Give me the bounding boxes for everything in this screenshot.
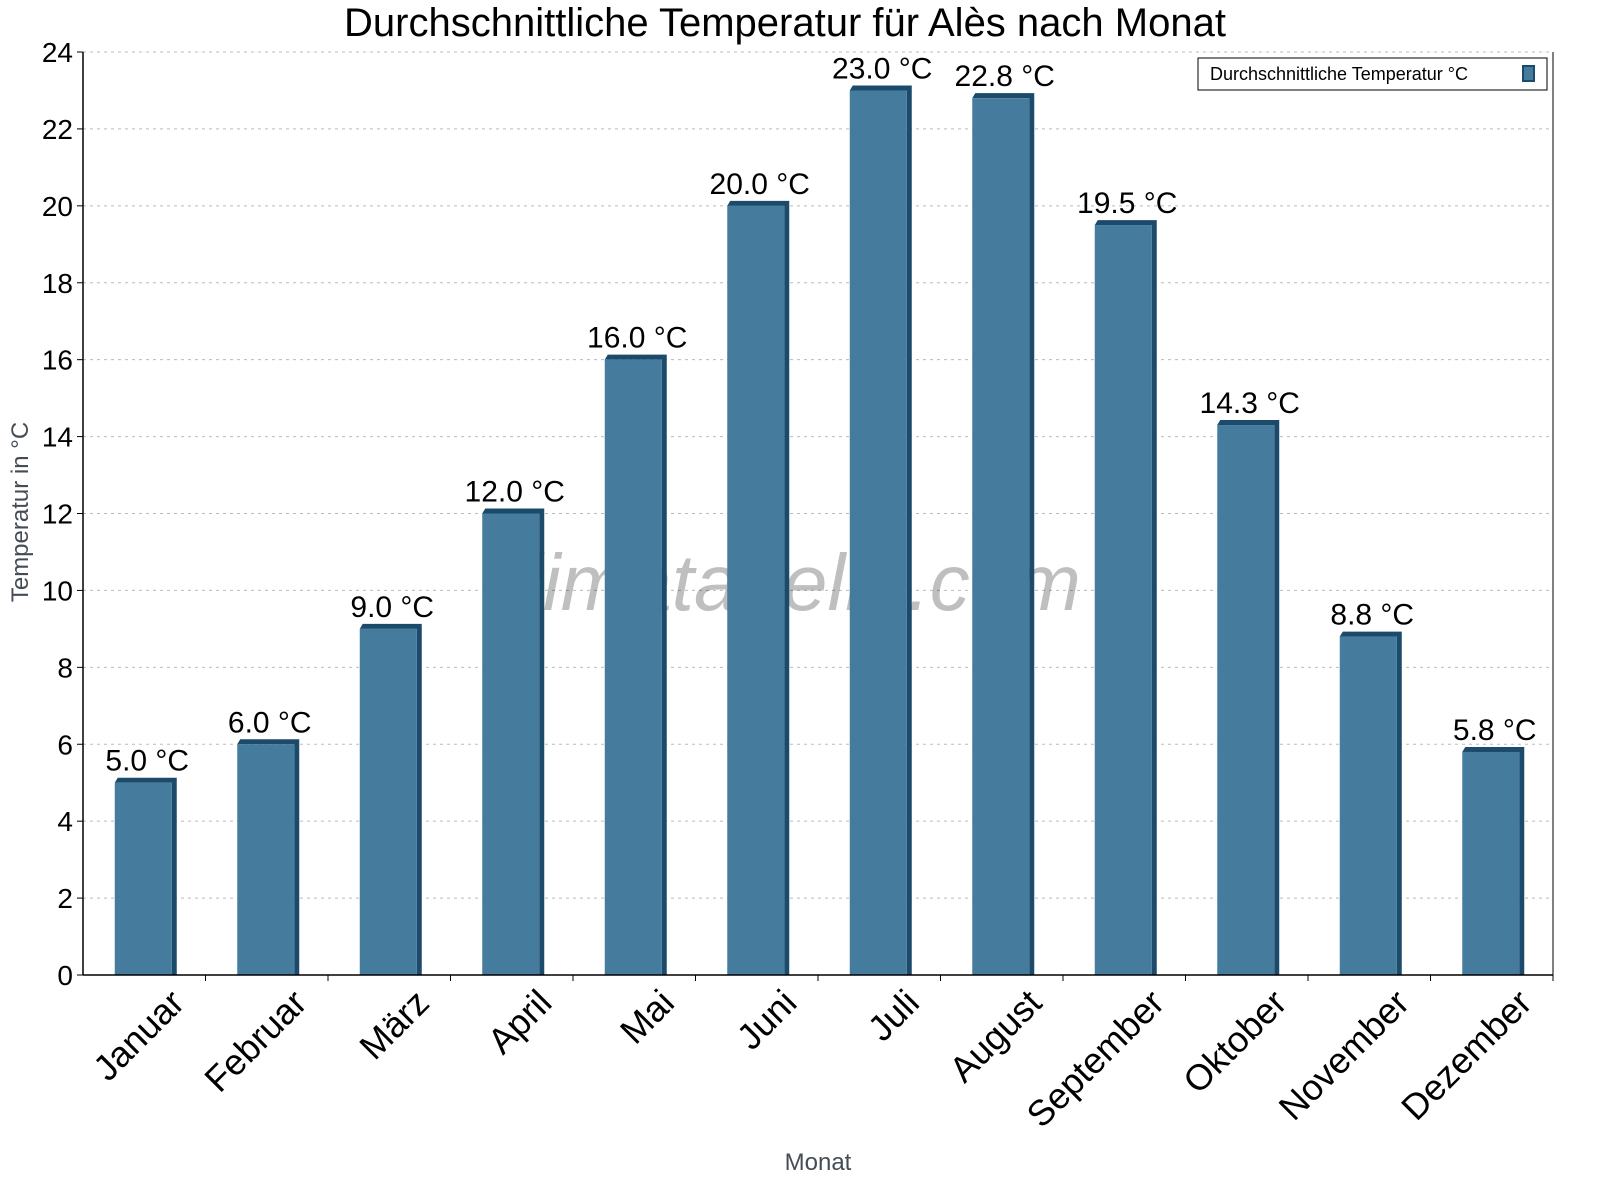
bar-mai (604, 359, 662, 976)
grid (83, 51, 1553, 899)
data-label: 5.8 °C (1453, 714, 1537, 747)
x-tick-label: August (941, 982, 1049, 1090)
data-label: 6.0 °C (228, 706, 312, 739)
x-axis-label: Monat (785, 1149, 852, 1176)
y-tick-label: 6 (57, 729, 73, 760)
y-tick-label: 4 (57, 806, 73, 837)
x-tick-label: April (479, 982, 559, 1062)
y-tick-label: 22 (42, 114, 73, 145)
bar-juni (727, 205, 785, 976)
y-tick-label: 20 (42, 191, 73, 222)
data-label: 8.8 °C (1330, 599, 1414, 632)
legend-box (1197, 57, 1548, 91)
y-tick-label: 8 (57, 652, 73, 683)
bar-august (972, 98, 1030, 975)
data-labels: 5.0 °C 6.0 °C 9.0 °C 12.0 °C 16.0 °C 20.0 °C 2… (105, 52, 1536, 777)
legend: Durchschnittliche Temperatur °C (1197, 57, 1548, 91)
data-label: 5.0 °C (105, 745, 189, 778)
data-label: 22.8 °C (955, 60, 1055, 93)
data-label: 12.0 °C (465, 476, 565, 509)
x-tick-label: November (1270, 982, 1416, 1128)
x-tick-label: März (351, 982, 437, 1068)
y-tick-label: 14 (42, 422, 73, 453)
bar-april (482, 513, 540, 975)
x-tick-label: Juli (860, 982, 927, 1049)
bar-dezember (1462, 751, 1520, 975)
legend-swatch (1522, 65, 1535, 82)
x-tick-label: Juni (729, 982, 805, 1058)
bar-juli (849, 90, 907, 976)
y-tick-label: 10 (42, 575, 73, 606)
bars (114, 85, 1525, 976)
data-label: 9.0 °C (350, 591, 434, 624)
bar-september (1094, 225, 1152, 975)
x-tick-label: Februar (196, 982, 314, 1100)
bar-januar (114, 782, 172, 975)
y-axis-label: Temperatur in °C (7, 422, 34, 602)
y-tick-label: 0 (57, 960, 73, 991)
data-label: 14.3 °C (1200, 387, 1300, 420)
bar-november (1339, 636, 1397, 975)
bar-märz (359, 628, 417, 975)
data-label: 16.0 °C (587, 322, 687, 355)
legend-label: Durchschnittliche Temperatur °C (1210, 64, 1468, 84)
x-tick-label: Dezember (1393, 982, 1539, 1128)
y-tick-label: 24 (42, 37, 73, 68)
y-tick-label: 18 (42, 268, 73, 299)
data-label: 20.0 °C (710, 168, 810, 201)
x-tick-label: Januar (85, 982, 192, 1089)
x-tick-label: Oktober (1175, 982, 1295, 1102)
chart-title: Durchschnittliche Temperatur für Alès na… (344, 1, 1226, 45)
y-tick-label: 2 (57, 883, 73, 914)
data-label: 23.0 °C (832, 52, 932, 85)
bar-februar (237, 744, 295, 975)
data-label: 19.5 °C (1077, 187, 1177, 220)
y-tick-label: 12 (42, 499, 73, 530)
y-tick-label: 16 (42, 345, 73, 376)
bar-oktober (1217, 425, 1275, 975)
x-tick-label: Mai (612, 982, 682, 1052)
